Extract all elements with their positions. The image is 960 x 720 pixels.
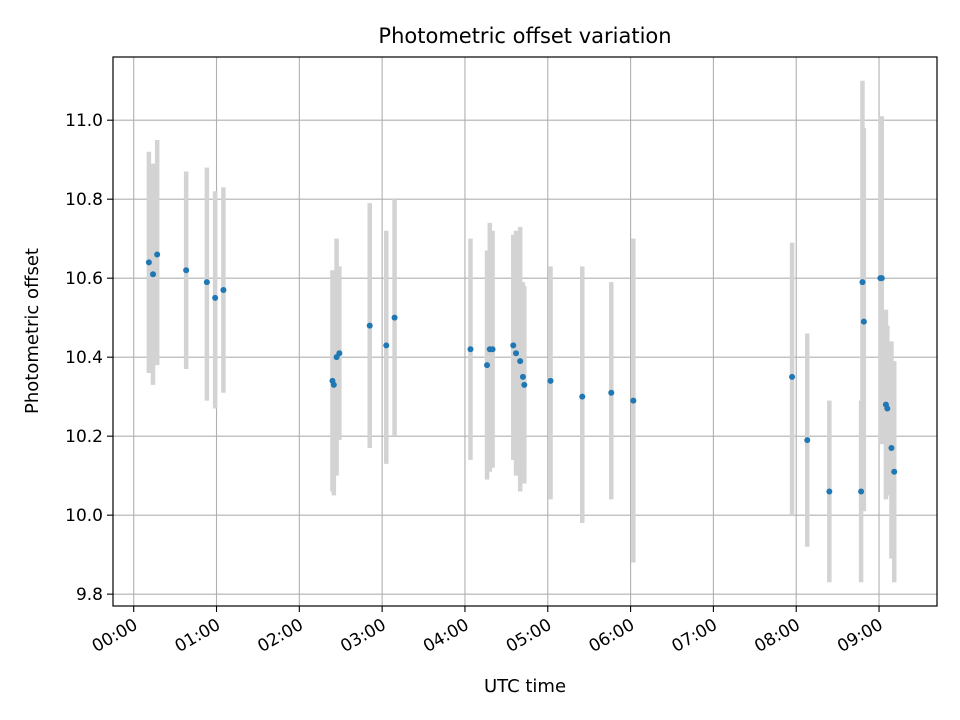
y-tick-label: 10.8 [65, 190, 103, 210]
data-point [630, 397, 637, 404]
data-point [330, 381, 337, 388]
data-point [547, 377, 554, 384]
data-point [366, 322, 373, 329]
data-point [878, 275, 885, 282]
data-point [513, 350, 520, 357]
data-point [858, 488, 865, 495]
data-point [608, 389, 615, 396]
data-point [336, 350, 343, 357]
data-point [183, 267, 190, 274]
data-point [220, 287, 227, 294]
data-point [145, 259, 152, 266]
plot-frame [112, 56, 938, 607]
data-point [521, 381, 528, 388]
data-point [860, 318, 867, 325]
data-point [150, 271, 157, 278]
data-point [859, 279, 866, 286]
y-tick-label: 10.6 [65, 269, 103, 289]
y-tick-label: 10.2 [65, 427, 103, 447]
data-point [203, 279, 210, 286]
y-tick-label: 9.8 [76, 585, 103, 605]
data-point [517, 358, 524, 365]
data-point [579, 393, 586, 400]
y-tick-label: 10.0 [65, 506, 103, 526]
chart-title: Photometric offset variation [378, 24, 671, 48]
data-point [383, 342, 390, 349]
data-point [884, 405, 891, 412]
y-tick-label: 10.4 [65, 348, 103, 368]
data-point [826, 488, 833, 495]
data-point [467, 346, 474, 353]
data-point [484, 362, 491, 369]
data-point [154, 251, 161, 258]
y-axis-label: Photometric offset [22, 248, 43, 414]
y-axis-ticks: 9.8 10.0 10.2 10.4 10.6 10.8 11.0 [65, 111, 113, 605]
data-point [519, 373, 526, 380]
data-points [145, 251, 898, 495]
y-tick-label: 11.0 [65, 111, 103, 131]
data-point [891, 468, 898, 475]
data-point [212, 294, 219, 301]
x-axis-label: UTC time [484, 676, 566, 697]
data-point [391, 314, 398, 321]
data-point [789, 373, 796, 380]
data-point [888, 445, 895, 452]
data-point [510, 342, 517, 349]
data-point [489, 346, 496, 353]
data-point [804, 437, 811, 444]
